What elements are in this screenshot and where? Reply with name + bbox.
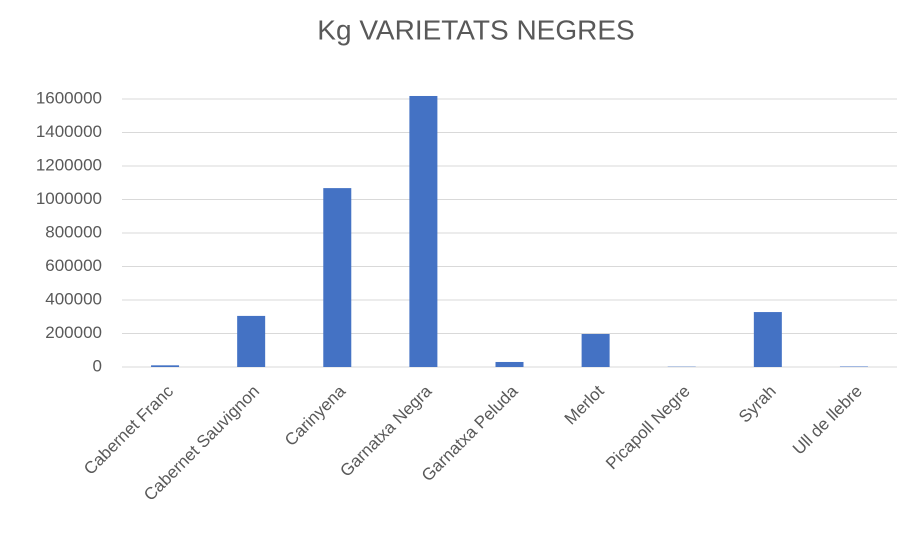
x-tick-label: Carinyena — [281, 381, 350, 450]
x-tick-label: Picapoll Negre — [602, 382, 694, 474]
y-tick-label: 1000000 — [36, 189, 102, 208]
y-tick-label: 1600000 — [36, 88, 102, 107]
y-tick-label: 1400000 — [36, 122, 102, 141]
y-tick-label: 0 — [93, 356, 102, 375]
x-tick-label: Merlot — [561, 381, 608, 428]
bar — [581, 334, 610, 367]
x-tick-label: Syrah — [735, 382, 780, 427]
x-tick-label: Garnatxa Negra — [336, 381, 435, 480]
x-tick-label: Cabernet Franc — [80, 381, 177, 478]
bar — [151, 365, 180, 367]
x-tick-label: Ull de llebre — [789, 382, 866, 459]
bar — [839, 366, 868, 367]
y-tick-label: 1200000 — [36, 155, 102, 174]
bar — [495, 361, 524, 367]
bar — [237, 315, 266, 367]
bar — [409, 95, 438, 368]
y-tick-label: 200000 — [45, 323, 102, 342]
bar — [323, 188, 352, 367]
bar — [753, 312, 782, 367]
y-tick-label: 800000 — [45, 222, 102, 241]
chart-title: Kg VARIETATS NEGRES — [317, 14, 634, 45]
y-tick-label: 400000 — [45, 289, 102, 308]
y-tick-label: 600000 — [45, 256, 102, 275]
